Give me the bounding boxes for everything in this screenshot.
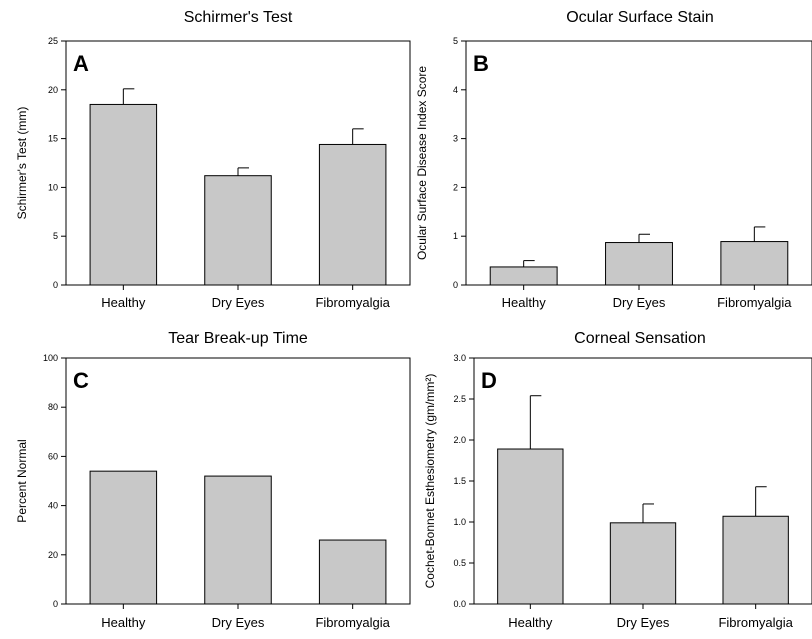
chart-schirmers-test: Schirmer's Test Healthy Dry Eyes Fibromyalg… (15, 9, 411, 310)
y-tick-label: 1.5 (453, 476, 466, 486)
y-tick-label: 4 (453, 85, 458, 95)
y-tick-label: 20 (48, 550, 58, 560)
y-axis-label: Cochet-Bonnet Esthesiometry (gm/mm²) (423, 374, 437, 589)
bar-fibromyalgia (318, 539, 387, 605)
chart-title: Tear Break-up Time (168, 330, 308, 347)
panel-label: B (473, 51, 489, 76)
chart-title: Ocular Surface Stain (566, 9, 714, 26)
y-tick-label: 25 (48, 36, 58, 46)
x-tick-label: Healthy (502, 295, 547, 310)
bar-healthy (489, 266, 558, 286)
y-tick-label: 40 (48, 501, 58, 511)
y-tick-label: 0 (453, 280, 458, 290)
y-tick-label: 2.5 (453, 394, 466, 404)
y-tick-label: 3.0 (453, 353, 466, 363)
bar-healthy (89, 470, 158, 605)
x-tick-label: Dry Eyes (613, 295, 666, 310)
y-tick-label: 80 (48, 402, 58, 412)
y-tick-label: 20 (48, 85, 58, 95)
x-tick-label: Healthy (508, 615, 553, 630)
chart-tear-break-up-time: Tear Break-up Time Healthy Dry Eyes Fibromy… (15, 330, 411, 630)
panel-label: A (73, 51, 89, 76)
y-axis-label: Schirmer's Test (mm) (15, 107, 29, 220)
x-tick-label: Fibromyalgia (717, 295, 792, 310)
chart-ocular-surface-stain: Ocular Surface Stain Healthy Dry Eyes Fibro… (415, 9, 812, 310)
x-tick-label: Fibromyalgia (315, 295, 390, 310)
x-tick-label: Dry Eyes (617, 615, 670, 630)
y-tick-label: 1 (453, 231, 458, 241)
y-tick-label: 2.0 (453, 435, 466, 445)
x-tick-label: Dry Eyes (212, 615, 265, 630)
x-tick-label: Healthy (101, 295, 146, 310)
panel-label: C (73, 368, 89, 393)
y-tick-label: 0 (53, 280, 58, 290)
y-tick-label: 2 (453, 182, 458, 192)
y-tick-label: 60 (48, 451, 58, 461)
y-tick-label: 5 (453, 36, 458, 46)
bar-dry-eyes (605, 242, 673, 286)
y-tick-label: 5 (53, 231, 58, 241)
y-tick-label: 1.0 (453, 517, 466, 527)
bar-dry-eyes (204, 475, 272, 605)
chart-corneal-sensation: Corneal Sensation Healthy Dry Eyes Fibromya… (423, 330, 812, 630)
y-tick-label: 0.0 (453, 599, 466, 609)
y-tick-label: 0.5 (453, 558, 466, 568)
chart-title: Corneal Sensation (574, 330, 706, 347)
y-axis-label: Percent Normal (15, 439, 29, 522)
y-tick-label: 0 (53, 599, 58, 609)
bar-healthy (89, 103, 158, 286)
y-tick-label: 100 (43, 353, 58, 363)
x-tick-label: Dry Eyes (212, 295, 265, 310)
bar-dry-eyes (609, 522, 677, 605)
chart-title: Schirmer's Test (184, 9, 293, 26)
y-axis-label: Ocular Surface Disease Index Score (415, 66, 429, 260)
panel-label: D (481, 368, 497, 393)
bar-healthy (497, 448, 564, 605)
x-tick-label: Fibromyalgia (315, 615, 390, 630)
y-tick-label: 3 (453, 134, 458, 144)
y-tick-label: 10 (48, 182, 58, 192)
bar-fibromyalgia (318, 143, 387, 286)
bar-fibromyalgia (720, 241, 789, 286)
x-tick-label: Fibromyalgia (718, 615, 793, 630)
y-tick-label: 15 (48, 134, 58, 144)
bar-fibromyalgia (722, 515, 789, 605)
x-tick-label: Healthy (101, 615, 146, 630)
bar-dry-eyes (204, 175, 272, 286)
